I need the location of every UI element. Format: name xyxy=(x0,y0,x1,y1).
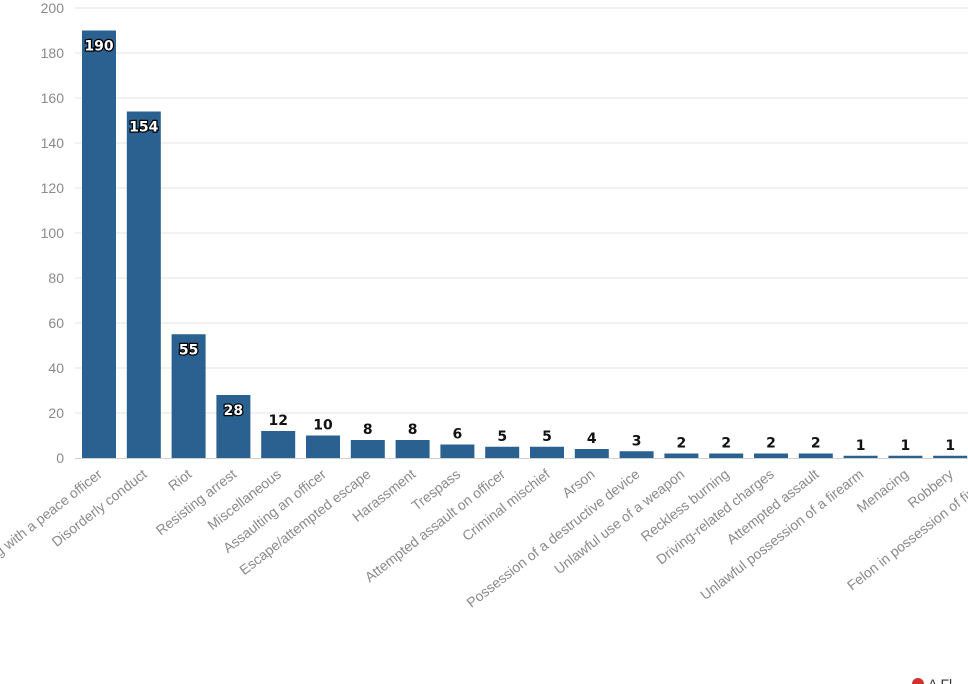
data-label: 2 xyxy=(677,436,687,452)
y-tick-label: 20 xyxy=(48,405,64,421)
bar xyxy=(261,431,296,458)
y-tick-label: 180 xyxy=(41,45,65,61)
data-label: 6 xyxy=(453,427,463,443)
bar xyxy=(709,453,744,458)
data-label: 12 xyxy=(268,413,287,429)
y-tick-label: 80 xyxy=(48,270,64,286)
data-label: 10 xyxy=(313,418,333,434)
credit-text: A Fl xyxy=(928,676,952,684)
bar xyxy=(306,435,340,458)
bar xyxy=(530,446,564,458)
data-label: 4 xyxy=(587,431,597,447)
data-label: 28 xyxy=(224,403,243,419)
data-label: 5 xyxy=(542,429,552,445)
data-label: 1 xyxy=(856,438,866,454)
y-tick-label: 120 xyxy=(41,180,65,196)
y-axis: 0 20 40 60 80 100 120 140 160 180 200 xyxy=(41,0,65,466)
bar xyxy=(82,30,116,458)
data-label: 55 xyxy=(179,342,198,358)
bar xyxy=(619,451,654,458)
credit-logo: A Fl xyxy=(912,676,952,684)
data-label: 2 xyxy=(721,436,731,452)
bar xyxy=(395,440,430,458)
y-tick-label: 0 xyxy=(56,450,64,466)
bar xyxy=(440,444,475,458)
bar xyxy=(754,453,788,458)
y-tick-label: 100 xyxy=(41,225,65,241)
x-tick-label: Arson xyxy=(559,466,598,501)
x-tick-label: Felon in possession of firearm xyxy=(844,466,968,594)
data-label: 5 xyxy=(497,429,507,445)
data-label: 154 xyxy=(129,120,158,136)
bar xyxy=(933,455,968,458)
data-label: 190 xyxy=(84,39,113,55)
bar xyxy=(798,453,833,458)
y-tick-label: 200 xyxy=(41,0,65,16)
x-tick-label: Riot xyxy=(165,466,195,494)
bar xyxy=(485,446,520,458)
bar xyxy=(574,449,609,458)
data-labels: 19015455281210886554322221111 xyxy=(83,37,955,454)
bar xyxy=(664,453,699,458)
logo-dot-icon xyxy=(912,678,924,684)
x-tick-label: Interfering with a peace officer xyxy=(0,466,105,594)
data-label: 8 xyxy=(363,422,373,438)
y-tick-label: 160 xyxy=(41,90,65,106)
bar xyxy=(843,455,878,458)
bar xyxy=(216,395,251,458)
gridlines xyxy=(75,7,968,414)
bars xyxy=(82,30,968,458)
y-tick-label: 60 xyxy=(48,315,64,331)
bar xyxy=(126,111,161,458)
y-tick-label: 140 xyxy=(41,135,65,151)
data-label: 2 xyxy=(811,436,821,452)
bar xyxy=(888,455,923,458)
y-tick-label: 40 xyxy=(48,360,64,376)
data-label: 2 xyxy=(766,436,776,452)
data-label: 1 xyxy=(901,438,911,454)
x-axis: Interfering with a peace officerDisorder… xyxy=(0,458,968,611)
data-label: 8 xyxy=(408,422,418,438)
bar xyxy=(350,440,385,458)
data-label: 1 xyxy=(945,438,955,454)
bar xyxy=(171,334,206,458)
data-label: 3 xyxy=(632,433,642,449)
